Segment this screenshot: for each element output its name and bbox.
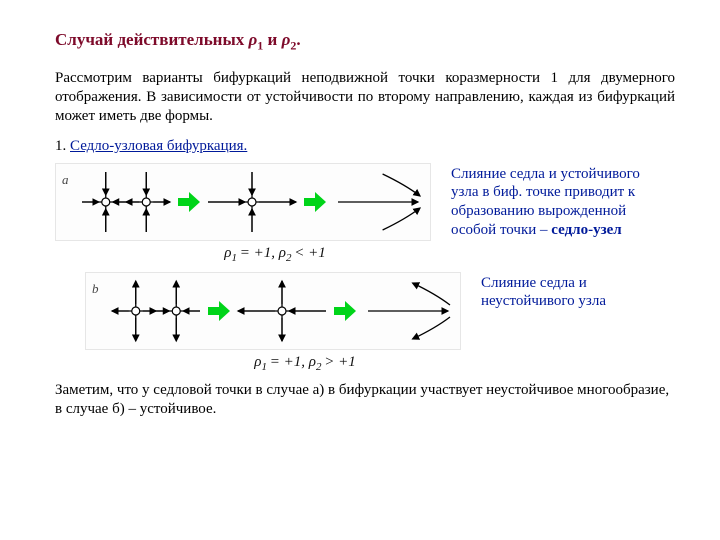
row-b-label: b: [92, 277, 104, 297]
diagram-row-a: a Слияние седла и устойчивого узла в биф…: [55, 163, 675, 241]
diagram-box-b: b: [85, 272, 461, 350]
diagram-box-a: a: [55, 163, 431, 241]
green-arrow-icon: [304, 168, 326, 236]
intro-text: Рассмотрим варианты бифуркаций неподвижн…: [55, 69, 675, 125]
green-arrow-icon: [208, 277, 230, 345]
title-rho1: ρ: [249, 30, 258, 49]
page-title: Случай действительных ρ1 и ρ2.: [55, 30, 675, 53]
section-heading: 1. Седло-узловая бифуркация.: [55, 138, 675, 155]
title-suffix: .: [296, 30, 300, 49]
note-a-bold: седло-узел: [551, 222, 621, 238]
diagram-row-b: b Слияние седла и неустойчивого узла: [55, 272, 675, 350]
footer-text: Заметим, что у седловой точки в случае а…: [55, 381, 675, 420]
phase-portrait-b2: [236, 277, 328, 345]
phase-portrait-a2: [206, 168, 298, 236]
row-a-label: a: [62, 168, 74, 188]
caption-b: ρ1 = +1, ρ2 > +1: [115, 354, 495, 373]
phase-portrait-a1: [80, 168, 172, 236]
green-arrow-icon: [334, 277, 356, 345]
phase-portrait-a3: [332, 168, 424, 236]
green-arrow-icon: [178, 168, 200, 236]
title-mid: и: [263, 30, 281, 49]
phase-portrait-b3: [362, 277, 454, 345]
title-rho2: ρ: [282, 30, 291, 49]
title-prefix: Случай действительных: [55, 30, 249, 49]
caption-a: ρ1 = +1, ρ2 < +1: [85, 245, 465, 264]
section-link[interactable]: Седло-узловая бифуркация.: [70, 138, 247, 154]
section-num: 1.: [55, 138, 70, 154]
note-a: Слияние седла и устойчивого узла в биф. …: [451, 163, 651, 240]
phase-portrait-b1: [110, 277, 202, 345]
note-b: Слияние седла и неустойчивого узла: [481, 272, 675, 312]
